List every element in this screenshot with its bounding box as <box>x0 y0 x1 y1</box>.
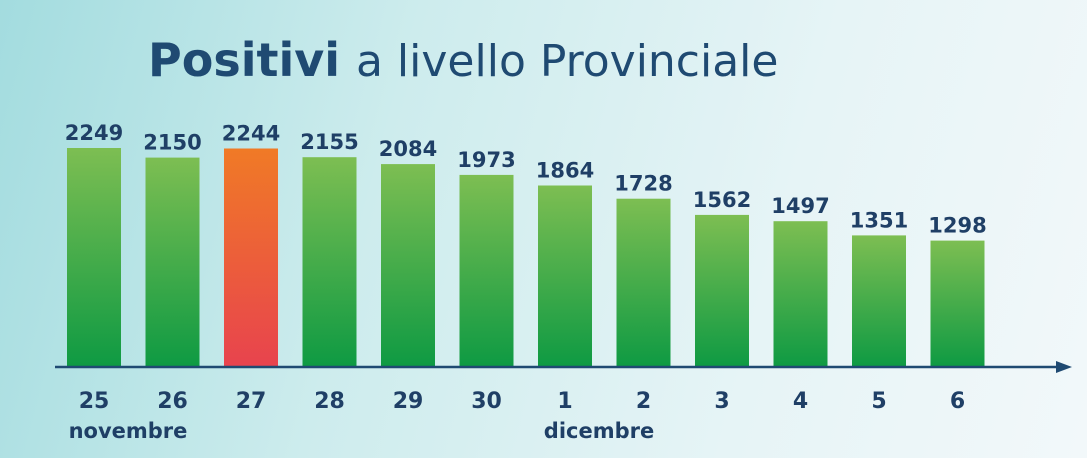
bar-30 <box>459 174 514 367</box>
tick-label-4: 4 <box>793 389 808 414</box>
bars-layer <box>67 148 985 367</box>
month-labels-layer: novembre dicembre <box>69 419 655 443</box>
month-label-dicembre: dicembre <box>544 419 654 443</box>
tick-label-26: 26 <box>157 389 188 414</box>
tick-label-1: 1 <box>557 389 572 414</box>
value-label-5: 1351 <box>850 208 908 232</box>
tick-label-28: 28 <box>314 389 345 414</box>
value-labels-layer: 2249 2150 2244 2155 2084 1973 1864 1728 1562 1497… <box>65 121 987 238</box>
value-label-26: 2150 <box>143 131 201 155</box>
value-label-28: 2155 <box>300 130 358 154</box>
tick-label-5: 5 <box>871 389 886 414</box>
value-label-4: 1497 <box>771 194 829 218</box>
bar-4 <box>773 221 828 367</box>
tick-label-3: 3 <box>714 389 729 414</box>
chart-title: Positivi a livello Provinciale <box>148 33 778 87</box>
value-label-6: 1298 <box>928 214 986 238</box>
value-label-25: 2249 <box>65 121 123 145</box>
value-label-2: 1728 <box>614 172 672 196</box>
tick-labels-layer: 25 26 27 28 29 30 1 2 3 4 5 6 <box>79 389 965 414</box>
value-label-1: 1864 <box>536 159 594 183</box>
bar-3 <box>695 214 749 367</box>
bar-6 <box>930 240 985 367</box>
tick-label-2: 2 <box>636 389 651 414</box>
bar-29 <box>381 164 435 367</box>
month-label-novembre: novembre <box>69 419 188 443</box>
x-axis-arrowhead <box>1056 361 1072 373</box>
bar-28 <box>302 157 357 367</box>
tick-label-29: 29 <box>393 389 424 414</box>
bar-26 <box>145 157 200 367</box>
value-label-3: 1562 <box>693 188 751 212</box>
tick-label-27: 27 <box>236 389 267 414</box>
bar-25 <box>67 148 121 367</box>
value-label-29: 2084 <box>379 137 437 161</box>
tick-label-25: 25 <box>79 389 110 414</box>
bar-1 <box>538 185 592 367</box>
bar-27 <box>224 148 278 367</box>
chart-title-bold: Positivi <box>148 33 340 87</box>
bar-5 <box>852 235 906 367</box>
tick-label-6: 6 <box>950 389 965 414</box>
bar-2 <box>616 198 671 367</box>
value-label-30: 1973 <box>457 148 515 172</box>
value-label-27: 2244 <box>222 122 280 146</box>
tick-label-30: 30 <box>471 389 502 414</box>
chart-title-rest: a livello Provinciale <box>356 36 779 87</box>
